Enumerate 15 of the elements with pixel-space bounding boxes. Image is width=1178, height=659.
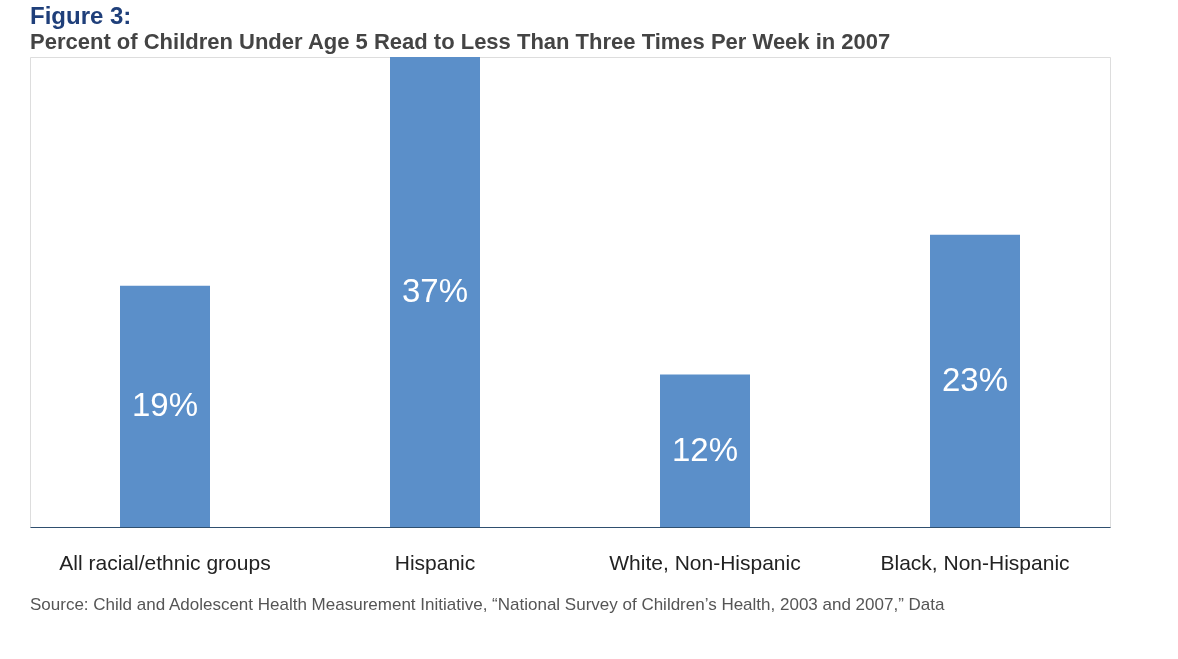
data-label: 23% [941,360,1009,398]
x-tick-label: White, Non-Hispanic [609,550,801,574]
x-tick-label: Hispanic [394,550,476,574]
x-tick-label: Black, Non-Hispanic [880,550,1070,574]
x-tick-label: All racial/ethnic groups [59,550,271,574]
data-label: 12% [671,430,739,468]
source-note: Source: Child and Adolescent Health Measurement Initiative, “National Survey of Children’s Health, 2003 and 2007,” Data [30,595,945,614]
data-label: 19% [131,386,199,424]
bar [390,57,480,527]
chart-title: Figure 3: [30,2,132,29]
chart-subtitle: Percent of Children Under Age 5 Read to Less Than Three Times Per Week in 2007 [30,29,891,54]
data-label: 37% [401,272,469,309]
bar [660,374,750,527]
bar [120,285,210,527]
bar [930,234,1020,527]
